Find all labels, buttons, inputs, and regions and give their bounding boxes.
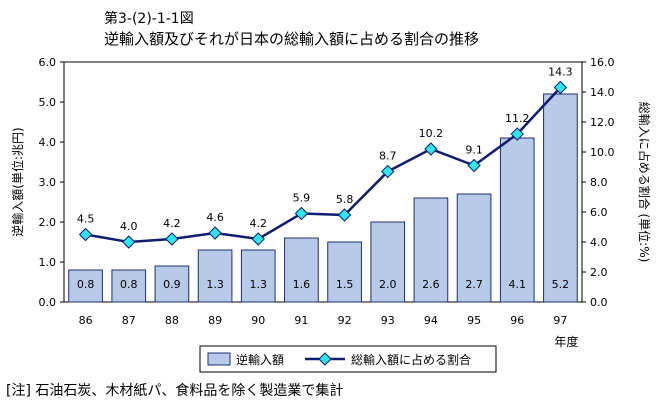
right-tick-label: 8.0 [590,176,608,189]
legend-line-label: 総輸入額に占める割合 [351,352,471,367]
bar-86 [68,269,103,303]
marker-91 [294,206,309,221]
left-tick-label: 3.0 [39,176,57,189]
x-tick-label-91: 91 [294,314,308,327]
x-tick-label-94: 94 [424,314,438,327]
bar-label-91: 1.6 [293,278,311,291]
right-tick-label: 6.0 [590,206,608,219]
marker-95 [467,158,481,173]
legend-box [199,345,497,373]
bar-87 [111,269,147,303]
marker-97 [553,80,568,95]
line-label-93: 8.7 [379,150,397,163]
x-tick-label-96: 96 [510,314,524,327]
x-tick-label-89: 89 [208,314,222,327]
line-label-88: 4.2 [163,217,181,230]
marker-92 [337,208,352,222]
x-tick-label-92: 92 [338,314,352,327]
bar-93 [370,221,406,303]
left-tick-label: 4.0 [39,136,57,149]
share-line [85,86,562,244]
figure-label: 第3-(2)-1-1図 [104,11,194,27]
x-tick-label-88: 88 [165,314,179,327]
bar-label-92: 1.5 [336,278,354,291]
line-label-90: 4.2 [250,217,268,230]
bar-label-87: 0.8 [120,278,138,291]
marker-86 [78,227,93,242]
bar-96 [499,137,535,303]
right-tick-label: 2.0 [590,266,608,279]
right-tick-label: 12.0 [590,116,615,129]
line-label-95: 9.1 [465,144,483,157]
bar-label-94: 2.6 [422,278,440,291]
marker-89 [208,226,222,240]
right-tick-label: 0.0 [590,296,608,309]
marker-96 [510,127,524,141]
bar-label-95: 2.7 [465,278,483,291]
line-label-91: 5.9 [293,192,311,205]
left-tick-label: 1.0 [39,256,57,269]
marker-87 [122,235,136,249]
bar-97 [543,93,578,303]
x-tick-label-97: 97 [553,314,567,327]
marker-90 [251,232,265,246]
bar-90 [240,249,276,303]
line-label-97: 14.3 [548,66,573,79]
line-label-96: 11.2 [505,112,530,125]
right-tick-label: 16.0 [590,56,615,69]
left-tick-label: 2.0 [39,216,57,229]
marker-88 [165,232,179,246]
marker-94 [424,142,438,156]
x-tick-label-95: 95 [467,314,481,327]
line-label-87: 4.0 [120,220,138,233]
footnote: [注] 石油石炭、木材紙パ、食料品を除く製造業で集計 [6,383,344,399]
left-tick-label: 0.0 [39,296,57,309]
bar-label-88: 0.9 [163,278,181,291]
bar-label-89: 1.3 [206,278,224,291]
bar-95 [456,193,492,303]
line-label-94: 10.2 [419,127,444,140]
right-tick-label: 14.0 [590,86,615,99]
bar-92 [327,241,362,303]
legend-marker-swatch [318,352,332,366]
x-tick-label-86: 86 [79,314,93,327]
right-axis-title: 総輸入に占める割合 (単位:%) [637,102,652,263]
x-tick-label-90: 90 [251,314,265,327]
bar-label-96: 4.1 [509,278,527,291]
legend-bar-swatch [207,352,231,366]
line-label-92: 5.8 [336,193,354,206]
marker-93 [381,164,395,179]
x-tick-label-93: 93 [381,314,395,327]
left-tick-label: 6.0 [39,56,57,69]
bar-91 [284,237,319,303]
x-tick-label-87: 87 [122,314,136,327]
left-tick-label: 5.0 [39,96,57,109]
right-tick-label: 10.0 [590,146,615,159]
bar-89 [197,249,233,303]
right-tick-label: 4.0 [590,236,608,249]
line-label-89: 4.6 [206,211,224,224]
chart-title: 逆輸入額及びそれが日本の総輸入額に占める割合の推移 [104,30,480,48]
bar-label-86: 0.8 [77,278,95,291]
legend-bar-label: 逆輸入額 [236,352,284,367]
line-label-86: 4.5 [77,213,95,226]
bar-94 [413,197,449,303]
bar-88 [154,265,190,303]
bar-label-97: 5.2 [552,278,570,291]
bar-label-90: 1.3 [250,278,268,291]
x-axis-title: 年度 [554,334,578,349]
bar-label-93: 2.0 [379,278,397,291]
left-axis-title: 逆輸入額(単位:兆円) [10,127,25,236]
